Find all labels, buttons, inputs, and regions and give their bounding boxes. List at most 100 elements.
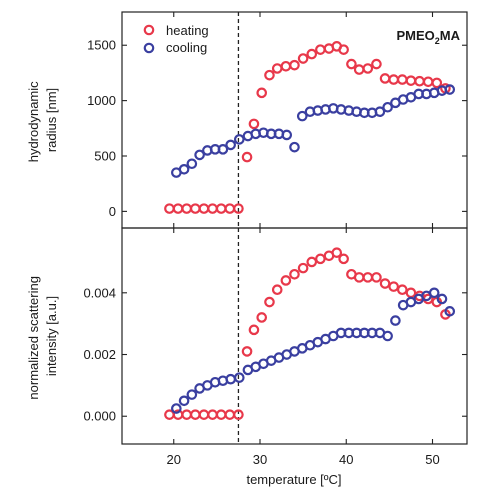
point-heating [431, 77, 443, 89]
polymer-label-prefix: PMEO [396, 28, 434, 43]
point-heating [215, 409, 227, 420]
point-heating [297, 53, 309, 64]
legend-heating-marker [143, 24, 155, 36]
y-axis-title-top: hydrodynamic radius [nm] [26, 78, 59, 163]
point-cooling [382, 330, 393, 342]
point-heating [338, 253, 349, 265]
point-heating [280, 60, 292, 72]
y-tick-label: 0.002 [83, 347, 116, 362]
point-heating [248, 118, 260, 130]
point-heating [241, 151, 253, 163]
point-heating [362, 272, 374, 283]
x-tick-label: 50 [425, 452, 439, 467]
point-heating [198, 203, 210, 214]
x-axis-bottom: 20 30 40 50 [167, 228, 440, 467]
point-heating [224, 203, 236, 214]
point-heating [271, 284, 283, 296]
point-cooling [444, 84, 456, 95]
point-heating [306, 48, 318, 60]
point-heating [172, 203, 184, 214]
point-heating [181, 203, 192, 214]
point-heating [248, 324, 260, 336]
point-heating [256, 87, 268, 99]
point-heating [233, 409, 244, 420]
point-cooling [281, 129, 293, 141]
point-heating [379, 278, 391, 289]
y-tick-label: 500 [94, 149, 116, 164]
polymer-label-subscript: 2 [435, 36, 440, 46]
point-cooling [171, 403, 182, 414]
point-heating [315, 253, 326, 265]
x-tick-label: 30 [253, 452, 267, 467]
point-heating [233, 203, 244, 214]
point-heating [207, 203, 218, 214]
point-heating [338, 44, 349, 55]
point-heating [353, 64, 365, 75]
point-cooling [234, 372, 245, 383]
point-heating [315, 44, 326, 55]
y-axis-title-top-line1: hydrodynamic [26, 81, 41, 162]
polymer-label: PMEO2MA [396, 28, 460, 46]
point-heating [264, 296, 275, 308]
point-heating [353, 272, 365, 283]
point-heating [190, 409, 201, 420]
point-cooling [382, 101, 393, 113]
point-cooling [234, 134, 245, 145]
x-ticks-top [173, 12, 434, 228]
point-heating [362, 63, 374, 74]
point-heating [181, 409, 192, 420]
point-heating [289, 268, 300, 280]
y-tick-label: 0.000 [83, 409, 116, 424]
point-heating [241, 346, 253, 357]
y-axis-title-bottom-line2: intensity [a.u.] [44, 296, 59, 376]
point-heating [271, 63, 283, 74]
x-tick-label: 40 [339, 452, 353, 467]
point-heating [414, 75, 425, 87]
polymer-label-suffix: MA [440, 28, 461, 43]
legend-cooling-marker [143, 42, 155, 54]
point-heating [224, 409, 236, 420]
points-bottom [164, 247, 456, 420]
point-cooling [374, 106, 386, 117]
legend-heating-label: heating [166, 23, 209, 38]
point-heating [264, 69, 275, 81]
point-cooling [225, 139, 236, 151]
point-cooling [289, 141, 300, 153]
point-heating [331, 247, 343, 258]
y-axis-bottom: 0.000 0.002 0.004 [83, 285, 467, 424]
point-heating [346, 58, 357, 70]
point-heating [164, 203, 175, 214]
point-heating [306, 256, 318, 268]
point-cooling [178, 395, 190, 407]
point-heating [256, 312, 268, 323]
y-axis-title-bottom-line1: normalized scattering [26, 276, 41, 400]
y-tick-label: 0 [109, 204, 116, 219]
x-tick-label: 20 [167, 452, 181, 467]
point-cooling [186, 158, 198, 170]
point-cooling [390, 315, 401, 326]
point-heating [371, 272, 382, 283]
point-cooling [217, 144, 229, 155]
point-heating [405, 287, 417, 299]
point-heating [405, 75, 417, 86]
point-heating [207, 409, 218, 420]
y-tick-label: 0.004 [83, 285, 116, 300]
point-heating [297, 262, 309, 274]
point-cooling [186, 389, 198, 400]
point-heating [388, 74, 399, 85]
panel-hydrodynamic-radius: 0 500 1000 1500 hydrodynamic radius [nm] he… [26, 11, 468, 229]
point-cooling [444, 306, 456, 317]
point-cooling [436, 293, 448, 305]
point-cooling [428, 287, 440, 299]
y-axis-title-bottom: normalized scattering intensity [a.u.] [26, 272, 59, 399]
point-cooling [296, 110, 308, 122]
point-heating [280, 275, 292, 286]
point-cooling [194, 149, 205, 161]
point-heating [397, 74, 408, 85]
x-axis-title: temperature [ºC] [246, 472, 341, 487]
panel-scattering-intensity: 0.000 0.002 0.004 20 30 40 50 normalized scat… [26, 227, 468, 487]
y-tick-label: 1000 [87, 93, 116, 108]
points-top [164, 41, 456, 214]
point-heating [190, 203, 201, 214]
